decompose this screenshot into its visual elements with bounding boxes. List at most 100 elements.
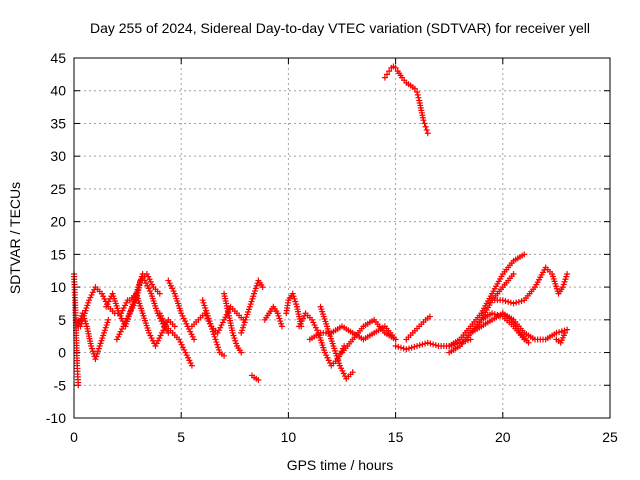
data-point	[77, 318, 84, 325]
data-point	[229, 329, 236, 336]
data-point	[105, 316, 112, 323]
data-point	[145, 285, 152, 292]
data-point	[299, 315, 306, 322]
data-point	[559, 284, 566, 291]
data-point	[238, 329, 245, 336]
data-point	[185, 354, 192, 361]
data-point	[324, 354, 331, 361]
data-point	[293, 301, 300, 308]
data-point	[560, 281, 567, 288]
data-point	[149, 337, 156, 344]
data-point	[415, 94, 422, 101]
data-point	[88, 343, 95, 349]
data-point	[296, 323, 303, 330]
x-axis-label: GPS time / hours	[287, 457, 394, 473]
data-point	[101, 329, 108, 336]
data-point	[89, 348, 96, 355]
data-point	[556, 329, 563, 336]
data-point	[215, 346, 222, 353]
data-point	[323, 352, 330, 359]
data-point	[422, 123, 429, 130]
data-point	[339, 367, 346, 374]
data-point	[75, 323, 82, 330]
data-point	[381, 74, 388, 81]
data-point	[124, 315, 131, 322]
data-point	[245, 306, 252, 313]
data-point	[79, 310, 86, 317]
data-point	[336, 362, 343, 369]
data-point	[118, 315, 125, 322]
data-point	[89, 289, 96, 296]
data-point	[179, 312, 186, 319]
data-point	[75, 382, 82, 389]
data-point	[92, 356, 99, 363]
data-point	[278, 320, 285, 327]
data-point	[289, 290, 296, 297]
data-point	[125, 312, 132, 319]
data-point	[146, 288, 153, 295]
y-tick-label: 35	[50, 115, 66, 131]
chart-title: Day 255 of 2024, Sidereal Day-to-day VTE…	[90, 20, 590, 36]
data-point	[312, 324, 319, 331]
data-point	[250, 293, 257, 300]
data-point	[199, 297, 206, 304]
data-point	[203, 312, 210, 319]
y-tick-label: -5	[54, 377, 67, 393]
data-point	[414, 343, 421, 349]
data-point	[349, 369, 356, 376]
data-point	[105, 298, 112, 305]
data-point	[202, 305, 209, 312]
data-point	[186, 357, 193, 364]
data-point	[83, 320, 90, 327]
data-point	[116, 331, 123, 338]
data-point	[420, 117, 427, 124]
data-point	[502, 298, 509, 304]
data-point	[161, 320, 168, 327]
data-point	[340, 370, 347, 377]
data-point	[400, 345, 407, 352]
data-point	[423, 127, 430, 133]
y-tick-label: 40	[50, 83, 66, 99]
y-tick-label: 0	[58, 345, 66, 361]
data-point	[148, 335, 155, 342]
data-point	[188, 362, 195, 369]
data-point	[275, 312, 282, 319]
data-point	[219, 319, 226, 326]
data-point	[130, 302, 137, 309]
data-point	[123, 299, 130, 306]
y-tick-label: 30	[50, 148, 66, 164]
data-point	[211, 333, 218, 340]
data-point	[558, 328, 565, 335]
data-point	[467, 336, 474, 343]
data-point	[561, 329, 568, 336]
data-point	[101, 327, 108, 334]
data-point	[427, 340, 434, 347]
data-point	[392, 64, 399, 71]
data-point	[119, 325, 126, 332]
data-point	[245, 308, 252, 315]
data-point	[233, 340, 240, 347]
data-point	[411, 85, 418, 92]
data-point	[87, 294, 94, 301]
data-point	[562, 276, 569, 283]
data-point	[191, 336, 198, 343]
data-point	[158, 312, 165, 319]
data-point	[88, 291, 95, 298]
data-point	[218, 322, 225, 329]
data-point	[187, 328, 194, 335]
data-point	[255, 377, 262, 384]
data-point	[242, 316, 249, 323]
data-point	[113, 336, 120, 343]
data-point	[239, 324, 246, 331]
data-point	[181, 346, 188, 353]
data-point	[510, 300, 517, 307]
data-point	[292, 298, 299, 305]
data-point	[424, 130, 431, 137]
data-point	[416, 342, 423, 349]
data-point	[165, 277, 172, 284]
data-point	[82, 318, 89, 325]
data-point	[311, 322, 318, 329]
data-point	[146, 329, 153, 336]
data-point	[204, 315, 211, 322]
